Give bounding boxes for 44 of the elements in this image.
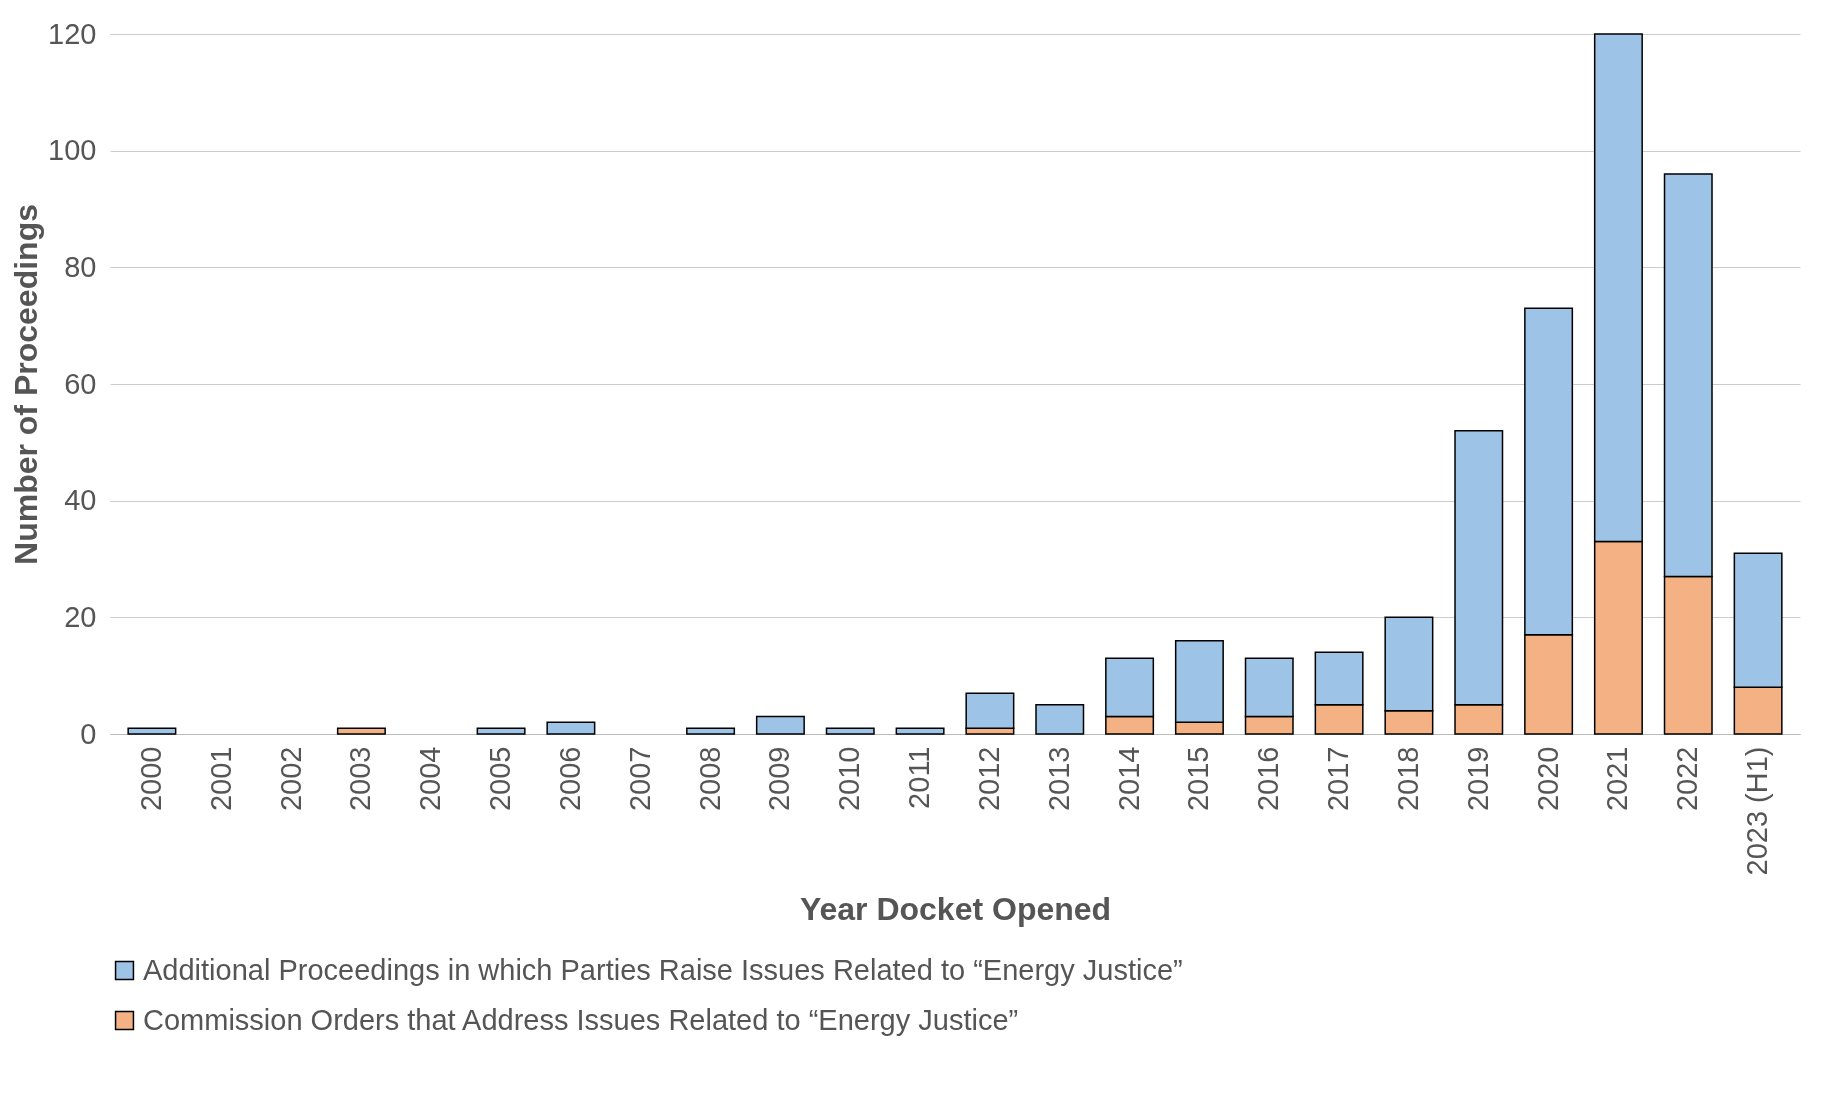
y-tick-label: 120 [48, 17, 97, 50]
x-tick-label: 2002 [274, 746, 307, 812]
x-tick-label: 2012 [972, 746, 1005, 812]
y-tick-label: 60 [64, 367, 97, 400]
x-tick-label: 2018 [1391, 746, 1424, 812]
y-axis-title: Number of Proceedings [8, 204, 45, 565]
x-tick-label: 2017 [1322, 746, 1355, 812]
x-tick-label: 2003 [344, 746, 377, 812]
legend-label: Additional Proceedings in which Parties Raise Issues Related to “Energy Justice” [143, 953, 1183, 986]
x-tick-label: 2006 [553, 746, 586, 812]
x-tick-label: 2021 [1601, 746, 1634, 812]
y-tick-label: 80 [64, 250, 97, 283]
x-tick-label: 2013 [1042, 746, 1075, 812]
x-tick-label: 2016 [1252, 746, 1285, 812]
bar [1035, 704, 1085, 735]
bar [895, 727, 945, 735]
x-tick-label: 2007 [623, 746, 656, 812]
x-tick-label: 2008 [693, 746, 726, 812]
legend-label: Commission Orders that Address Issues Related to “Energy Justice” [143, 1003, 1019, 1036]
x-tick-label: 2004 [414, 746, 447, 812]
bar [127, 727, 177, 735]
x-tick-label: 2001 [204, 746, 237, 812]
y-tick-label: 20 [64, 600, 97, 633]
bar [476, 727, 526, 735]
bar [336, 727, 386, 735]
y-tick-label: 40 [64, 484, 97, 517]
y-tick-label: 0 [80, 717, 97, 750]
x-tick-label: 2014 [1112, 746, 1145, 812]
y-tick-label: 100 [48, 134, 97, 167]
x-tick-label: 2022 [1671, 746, 1704, 812]
x-tick-label: 2005 [484, 746, 517, 812]
x-tick-label: 2010 [833, 746, 866, 812]
bar [825, 727, 875, 735]
bar [755, 715, 805, 735]
x-tick-label: 2015 [1182, 746, 1215, 812]
x-tick-label: 2000 [134, 746, 167, 812]
bar [546, 721, 596, 735]
bar [686, 727, 736, 735]
x-axis-title: Year Docket Opened [799, 891, 1112, 928]
x-tick-label: 2019 [1461, 746, 1494, 812]
x-tick-label: 2020 [1531, 746, 1564, 812]
x-tick-label: 2009 [763, 746, 796, 812]
x-tick-label: 2011 [903, 746, 936, 809]
x-tick-label: 2023 (H1) [1741, 746, 1774, 876]
